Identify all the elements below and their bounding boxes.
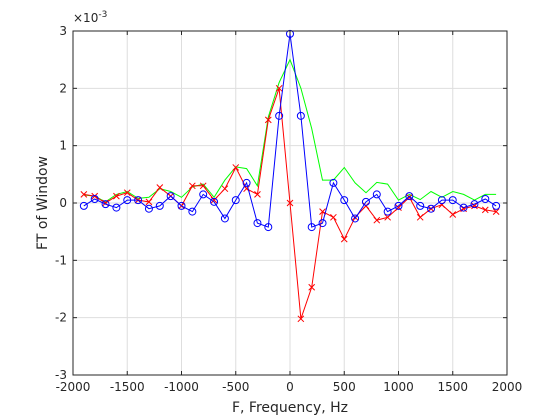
data-point-cross xyxy=(275,84,283,92)
y-axis-label: FT of Window xyxy=(35,156,51,250)
data-point-cross xyxy=(471,202,478,210)
data-point-circle xyxy=(79,201,88,210)
data-point-circle xyxy=(416,201,425,210)
data-point-cross xyxy=(123,189,131,197)
y-tick-label: 3 xyxy=(59,24,67,38)
data-point-cross xyxy=(308,283,316,291)
data-point-cross xyxy=(492,208,500,215)
ticks: -2000 -1500 -1000 -500 0 500 1000 1500 2000 -3 -2 -… xyxy=(55,24,522,394)
data-point-circle xyxy=(340,196,349,205)
data-point-circle xyxy=(90,194,99,203)
data-point-circle xyxy=(101,200,110,209)
data-point-circle xyxy=(166,192,175,201)
data-point-circle xyxy=(437,196,446,205)
data-point-circle xyxy=(112,203,121,212)
data-point-circle xyxy=(318,219,327,228)
x-tick-label: 500 xyxy=(333,380,356,394)
data-point-circle xyxy=(470,200,479,209)
data-point-circle xyxy=(199,190,208,199)
series-line xyxy=(83,58,497,203)
x-tick-label: 1000 xyxy=(383,380,414,394)
x-axis-label: F, Frequency, Hz xyxy=(232,400,348,416)
data-point-cross xyxy=(199,182,207,190)
y-exponent-power: -3 xyxy=(98,10,107,20)
data-point-cross xyxy=(80,191,88,198)
data-point-circle xyxy=(286,29,294,38)
data-point-circle xyxy=(492,201,501,210)
data-point-circle xyxy=(394,201,403,210)
data-point-cross xyxy=(286,199,294,207)
x-tick-label: -1000 xyxy=(164,380,199,394)
data-point-circle xyxy=(123,196,132,205)
data-point-cross xyxy=(395,204,402,211)
data-point-cross xyxy=(188,182,196,190)
data-point-circle xyxy=(448,196,457,205)
data-point-cross xyxy=(330,213,337,221)
y-exponent-label: ×10-3 xyxy=(73,10,107,25)
x-tick-label: 1500 xyxy=(437,380,468,394)
data-point-circle xyxy=(427,204,436,213)
data-point-cross xyxy=(91,192,99,200)
data-point-circle xyxy=(372,190,381,199)
data-point-circle xyxy=(188,207,197,216)
data-point-circle xyxy=(155,201,164,210)
data-point-cross xyxy=(113,192,120,200)
data-point-circle xyxy=(296,111,305,120)
data-point-circle xyxy=(253,219,262,228)
data-point-circle xyxy=(329,178,338,187)
data-point-circle xyxy=(307,223,316,232)
data-point-cross xyxy=(264,116,272,124)
data-point-cross xyxy=(340,235,348,243)
data-point-cross xyxy=(221,185,229,193)
y-tick-label: 2 xyxy=(59,81,67,95)
x-tick-label: 0 xyxy=(286,380,294,394)
data-point-cross xyxy=(362,202,370,210)
data-point-cross xyxy=(373,216,381,224)
data-point-circle xyxy=(383,207,392,216)
data-point-circle xyxy=(144,204,153,213)
data-point-circle xyxy=(481,194,490,203)
x-tick-label: -500 xyxy=(222,380,249,394)
y-exponent-base: ×10 xyxy=(73,11,98,25)
data-point-cross xyxy=(254,191,261,198)
data-point-circle xyxy=(351,214,360,223)
data-point-circle xyxy=(134,196,143,205)
data-point-circle xyxy=(210,197,219,206)
x-tick-label: -2000 xyxy=(56,380,91,394)
data-point-circle xyxy=(220,214,229,223)
data-point-circle xyxy=(177,201,186,210)
data-point-cross xyxy=(384,213,392,221)
x-tick-label: -1500 xyxy=(110,380,145,394)
data-point-circle xyxy=(275,111,284,120)
data-point-cross xyxy=(156,184,164,191)
y-tick-label: -1 xyxy=(55,253,67,267)
data-point-cross xyxy=(145,198,153,206)
data-point-cross xyxy=(297,315,305,323)
x-tick-label: 2000 xyxy=(492,380,523,394)
y-tick-label: -2 xyxy=(55,311,67,325)
data-point-circle xyxy=(264,223,273,232)
data-point-cross xyxy=(416,213,424,221)
series-group xyxy=(79,29,501,323)
data-point-circle xyxy=(231,196,240,205)
y-tick-label: 0 xyxy=(59,196,67,210)
data-point-circle xyxy=(242,178,251,187)
y-tick-label: 1 xyxy=(59,139,67,153)
data-point-cross xyxy=(319,208,326,215)
y-tick-label: -3 xyxy=(55,368,67,382)
data-point-cross xyxy=(449,211,457,218)
data-point-cross xyxy=(210,196,218,204)
data-point-circle xyxy=(459,203,468,212)
data-point-circle xyxy=(405,192,414,201)
data-point-circle xyxy=(361,197,370,206)
data-point-cross xyxy=(481,206,489,214)
data-point-cross xyxy=(232,164,240,171)
